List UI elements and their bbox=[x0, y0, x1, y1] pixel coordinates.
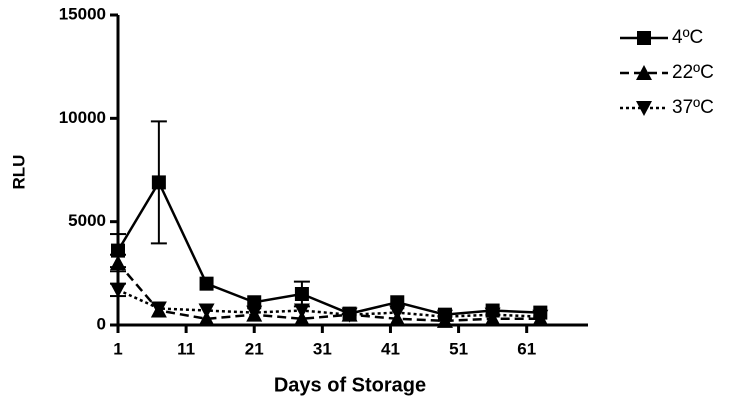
data-point bbox=[246, 305, 263, 321]
x-axis-label: Days of Storage bbox=[274, 374, 426, 396]
x-tick-label: 31 bbox=[313, 339, 332, 358]
data-point bbox=[484, 307, 501, 323]
data-point bbox=[110, 282, 126, 298]
y-tick-label: 10000 bbox=[59, 108, 106, 127]
y-tick-label: 15000 bbox=[59, 4, 106, 23]
data-point bbox=[341, 307, 358, 323]
y-tick-label: 0 bbox=[97, 314, 106, 333]
legend-label: 37ºC bbox=[672, 97, 714, 118]
data-point bbox=[294, 287, 309, 301]
legend-marker bbox=[637, 31, 651, 45]
data-point bbox=[532, 309, 549, 325]
data-point bbox=[389, 305, 406, 321]
x-tick-label: 1 bbox=[113, 339, 122, 358]
legend-marker bbox=[636, 101, 652, 116]
data-point bbox=[151, 175, 166, 190]
y-axis-label: RLU bbox=[9, 155, 28, 190]
data-point bbox=[150, 301, 167, 317]
series-line bbox=[117, 262, 541, 323]
x-tick-label: 61 bbox=[517, 339, 536, 358]
x-tick-label: 21 bbox=[245, 339, 264, 358]
y-tick-label: 5000 bbox=[68, 211, 106, 230]
series-line bbox=[117, 288, 541, 318]
data-point bbox=[436, 309, 453, 325]
series-line bbox=[116, 179, 541, 316]
legend-marker bbox=[636, 65, 652, 80]
legend-label: 4ºC bbox=[672, 27, 703, 48]
data-point bbox=[293, 303, 310, 319]
data-point bbox=[110, 255, 126, 270]
x-tick-label: 11 bbox=[177, 339, 195, 358]
data-point bbox=[199, 276, 214, 291]
x-tick-label: 51 bbox=[449, 339, 468, 358]
data-point bbox=[198, 303, 215, 319]
legend-label: 22ºC bbox=[672, 62, 714, 83]
x-tick-label: 41 bbox=[381, 339, 400, 358]
